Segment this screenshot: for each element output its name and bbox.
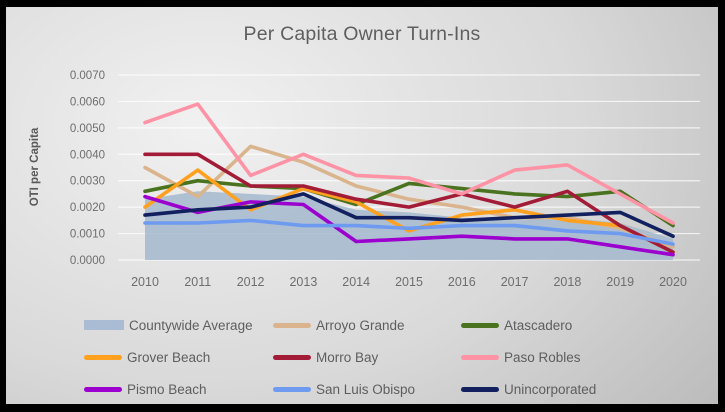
legend-row: Grover Beach Morro Bay Paso Robles (84, 341, 659, 373)
legend-label: Paso Robles (504, 349, 581, 365)
line-chart-plot-area: 0.0000 0.0010 0.0020 0.0030 0.0040 0.0050 0.00… (70, 70, 700, 289)
y-tick-label: 0.0000 (70, 255, 105, 267)
line-atascadero (143, 178, 675, 228)
x-tick-label: 2016 (448, 275, 476, 289)
morro-bay-line-swatch (273, 354, 311, 360)
legend-item-pismo-beach: Pismo Beach (84, 382, 273, 397)
line-grover-beach (143, 168, 675, 254)
legend-item-arroyo-grande: Arroyo Grande (273, 318, 461, 333)
x-tick-label: 2013 (289, 275, 317, 289)
san-luis-obispo-line-swatch (273, 386, 311, 392)
legend-item-san-luis-obispo: San Luis Obispo (273, 382, 461, 397)
legend-label: Grover Beach (127, 349, 211, 365)
x-tick-label: 2011 (184, 275, 211, 289)
x-tick-label: 2018 (553, 275, 581, 289)
legend-item-atascadero: Atascadero (461, 318, 651, 333)
legend-label: Pismo Beach (127, 381, 207, 397)
legend-label: Countywide Average (129, 317, 253, 333)
y-tick-label: 0.0030 (70, 176, 105, 188)
chart-legend: Countywide Average Arroyo Grande Atascad… (84, 309, 659, 405)
unincorporated-line-swatch (461, 386, 499, 392)
x-tick-label: 2012 (237, 275, 265, 289)
countywide-average-area-swatch (84, 320, 124, 330)
line-unincorporated (143, 192, 675, 238)
legend-label: Atascadero (504, 317, 573, 333)
x-tick-label: 2019 (606, 275, 634, 289)
legend-item-paso-robles: Paso Robles (461, 350, 651, 365)
y-tick-label: 0.0060 (70, 96, 105, 108)
chart-title: Per Capita Owner Turn-Ins (243, 23, 481, 45)
legend-row: Countywide Average Arroyo Grande Atascad… (84, 309, 659, 341)
area-countywide-average (145, 191, 673, 260)
y-tick-label: 0.0020 (70, 202, 105, 214)
legend-item-grover-beach: Grover Beach (84, 350, 273, 365)
arroyo-grande-line-swatch (273, 322, 311, 328)
legend-label: Arroyo Grande (316, 317, 405, 333)
line-paso-robles (143, 102, 675, 225)
atascadero-line-swatch (461, 322, 499, 328)
slide-background: Per Capita Owner Turn-Ins OTI per Capita… (6, 7, 718, 404)
x-tick-label: 2010 (131, 275, 159, 289)
y-tick-label: 0.0070 (70, 70, 105, 82)
y-tick-label: 0.0050 (70, 123, 105, 135)
legend-item-countywide-average: Countywide Average (84, 318, 273, 333)
grover-beach-line-swatch (84, 354, 122, 360)
y-tick-label: 0.0040 (70, 149, 105, 161)
legend-label: Unincorporated (504, 381, 597, 397)
y-tick-label: 0.0010 (70, 229, 105, 241)
line-morro-bay (143, 152, 675, 254)
legend-item-unincorporated: Unincorporated (461, 382, 651, 397)
line-pismo-beach (143, 194, 675, 257)
x-tick-label: 2020 (659, 275, 687, 289)
paso-robles-line-swatch (461, 354, 499, 360)
line-san-luis-obispo (143, 218, 675, 246)
x-tick-label: 2014 (342, 275, 370, 289)
legend-row: Pismo Beach San Luis Obispo Unincorporat… (84, 373, 659, 405)
x-tick-label: 2017 (501, 275, 529, 289)
x-tick-label: 2015 (395, 275, 423, 289)
legend-label: San Luis Obispo (316, 381, 416, 397)
legend-item-morro-bay: Morro Bay (273, 350, 461, 365)
pismo-beach-line-swatch (84, 386, 122, 392)
legend-label: Morro Bay (316, 349, 379, 365)
